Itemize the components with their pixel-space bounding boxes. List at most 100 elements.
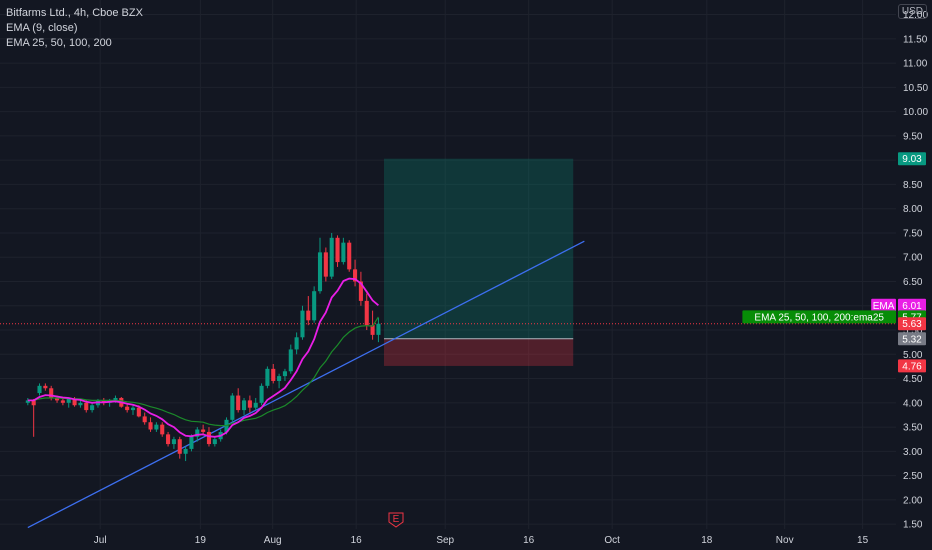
y-tick-label: 1.50: [903, 520, 923, 531]
y-tick-label: 10.00: [903, 107, 928, 118]
candle-body: [253, 402, 258, 408]
candle-body: [25, 400, 30, 403]
y-tick-label: 4.50: [903, 374, 923, 385]
candle-body: [142, 416, 147, 423]
y-tick-label: 12.00: [903, 10, 928, 21]
ema9-line: [27, 277, 379, 438]
price-tag-label: EMA 25, 50, 100, 200:ema25: [754, 312, 884, 323]
candle-body: [72, 398, 77, 406]
candle-body: [294, 337, 299, 350]
price-tags: 9.036.01EMA5.77EMA 25, 50, 100, 200:ema2…: [742, 152, 926, 373]
x-tick-label: Aug: [264, 535, 282, 546]
candle-body: [78, 402, 83, 406]
candle-body: [277, 376, 282, 381]
y-tick-label: 3.00: [903, 447, 923, 458]
price-tag-value: 4.76: [902, 361, 922, 372]
price-tag-label: EMA: [873, 301, 895, 312]
x-tick-label: Nov: [776, 535, 794, 546]
candle-body: [130, 407, 136, 411]
price-axis[interactable]: 12.0011.5011.0010.5010.009.509.008.508.0…: [903, 10, 928, 531]
candle-body: [195, 429, 200, 437]
candle-body: [288, 349, 293, 372]
candle-body: [230, 395, 235, 420]
candle-body: [148, 422, 153, 430]
price-tag-value: 9.03: [902, 154, 922, 165]
price-tag-value: 6.01: [902, 301, 922, 312]
candle-body: [376, 323, 381, 335]
x-tick-label: 15: [857, 535, 869, 546]
y-tick-label: 2.50: [903, 471, 923, 482]
y-tick-label: 5.50: [903, 326, 923, 337]
currency-button[interactable]: USD: [897, 4, 927, 19]
candle-body: [37, 385, 42, 394]
y-tick-label: 7.00: [903, 253, 923, 264]
candle-body: [84, 402, 89, 411]
earnings-marker[interactable]: E: [388, 512, 404, 528]
y-tick-label: 3.50: [903, 423, 923, 434]
candle-body: [271, 368, 276, 381]
y-tick-label: 10.50: [903, 83, 928, 94]
stop-zone[interactable]: [384, 338, 574, 366]
trendline[interactable]: [27, 240, 585, 529]
candle-body: [43, 385, 48, 389]
target-zone[interactable]: [384, 158, 574, 339]
x-tick-label: 16: [351, 535, 363, 546]
candle-body: [171, 439, 176, 445]
x-tick-label: Sep: [436, 535, 454, 546]
candle-body: [125, 406, 130, 411]
candle-body: [60, 400, 65, 403]
price-tag-bg: [898, 332, 926, 346]
candle-body: [370, 325, 375, 335]
candle-body: [66, 398, 71, 403]
candle-body: [90, 405, 95, 411]
candle-body: [259, 385, 264, 403]
candle-body: [347, 242, 352, 270]
x-tick-label: Jul: [94, 535, 107, 546]
symbol-title[interactable]: Bitfarms Ltd., 4h, Cboe BZX: [6, 7, 143, 19]
y-tick-label: 5.00: [903, 350, 923, 361]
price-tag-bg: [898, 152, 926, 166]
indicator-ema-multi[interactable]: EMA 25, 50, 100, 200: [6, 37, 112, 49]
y-tick-label: 6.50: [903, 277, 923, 288]
candle-body: [166, 434, 171, 445]
candle-body: [323, 252, 328, 277]
y-tick-label: 2.00: [903, 495, 923, 506]
candle-body: [236, 395, 241, 411]
candle-body: [341, 242, 346, 263]
candle-body: [113, 397, 118, 401]
candle-body: [177, 439, 182, 454]
candle-body: [300, 310, 305, 338]
chart-legend: Bitfarms Ltd., 4h, Cboe BZX EMA (9, clos…: [6, 6, 143, 51]
candle-body: [189, 436, 194, 449]
candle-body: [136, 407, 141, 417]
x-tick-label: Oct: [604, 535, 620, 546]
y-tick-label: 7.50: [903, 228, 923, 239]
price-tag-label-bg: [742, 310, 896, 324]
candle-body: [49, 388, 54, 398]
candle-body: [329, 237, 334, 277]
candle-body: [282, 371, 287, 377]
candle-body: [306, 310, 311, 321]
position-tool[interactable]: [384, 158, 574, 366]
indicator-ema9[interactable]: EMA (9, close): [6, 22, 78, 34]
y-tick-label: 8.50: [903, 180, 923, 191]
candle-body: [317, 252, 323, 292]
price-tag-value: 5.32: [902, 334, 922, 345]
price-tag-value: 5.63: [902, 319, 922, 330]
candle-body: [183, 448, 188, 454]
price-tag-bg: [898, 359, 926, 373]
x-tick-label: 16: [523, 535, 535, 546]
candle-body: [206, 431, 212, 445]
time-axis[interactable]: Jul 19 Aug 16 Sep 16 Oct 18 Nov 15: [94, 535, 869, 546]
candle-body: [335, 237, 340, 263]
candle-body: [358, 281, 363, 301]
candle-body: [31, 400, 36, 406]
candle-body: [312, 291, 317, 321]
ema25-line: [27, 316, 379, 427]
y-tick-label: 11.50: [903, 34, 928, 45]
y-tick-label: 8.00: [903, 204, 923, 215]
y-tick-label: 4.00: [903, 398, 923, 409]
candle-body: [265, 368, 270, 386]
candle-body: [212, 439, 217, 445]
